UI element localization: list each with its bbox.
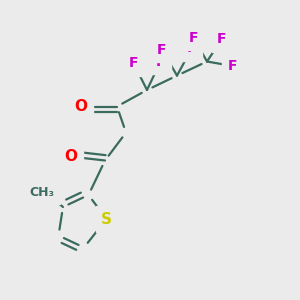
Text: S: S [101,212,112,226]
Text: F: F [156,55,165,68]
Text: F: F [217,32,227,46]
Text: F: F [228,59,237,73]
Text: O: O [64,149,77,164]
Text: CH₃: CH₃ [29,185,55,199]
Text: F: F [157,43,167,56]
Text: F: F [187,41,197,55]
Text: O: O [74,99,88,114]
Text: F: F [129,56,138,70]
Text: F: F [189,31,198,44]
